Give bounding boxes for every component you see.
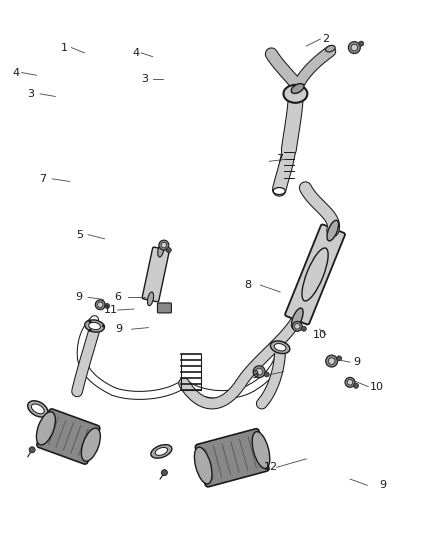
- Circle shape: [161, 243, 166, 248]
- Text: 9: 9: [251, 370, 258, 381]
- Circle shape: [353, 383, 359, 389]
- Text: 9: 9: [353, 357, 360, 367]
- Circle shape: [328, 358, 335, 365]
- Ellipse shape: [291, 84, 304, 93]
- Text: 4: 4: [132, 48, 140, 58]
- Text: 4: 4: [12, 68, 20, 78]
- Circle shape: [256, 368, 262, 375]
- Circle shape: [347, 379, 353, 385]
- Ellipse shape: [252, 432, 270, 469]
- Text: 1: 1: [60, 43, 67, 53]
- Circle shape: [102, 325, 105, 327]
- Text: 6: 6: [114, 292, 121, 302]
- Circle shape: [326, 355, 338, 367]
- Ellipse shape: [151, 445, 172, 458]
- Circle shape: [166, 247, 171, 253]
- FancyBboxPatch shape: [285, 224, 345, 325]
- FancyBboxPatch shape: [157, 303, 171, 313]
- Ellipse shape: [85, 320, 104, 332]
- Text: 9: 9: [115, 324, 122, 334]
- Text: 3: 3: [141, 75, 148, 84]
- Circle shape: [29, 447, 35, 453]
- Circle shape: [159, 240, 169, 250]
- Circle shape: [292, 321, 302, 332]
- Text: 10: 10: [370, 382, 384, 392]
- Ellipse shape: [36, 411, 55, 445]
- Text: 11: 11: [104, 305, 118, 315]
- Ellipse shape: [158, 243, 164, 257]
- Circle shape: [345, 377, 355, 387]
- Ellipse shape: [327, 220, 339, 241]
- Text: 10: 10: [312, 329, 326, 340]
- Circle shape: [295, 324, 300, 329]
- Text: 9: 9: [75, 292, 82, 302]
- Text: 8: 8: [244, 280, 251, 290]
- Ellipse shape: [28, 401, 48, 417]
- Circle shape: [88, 329, 92, 332]
- FancyBboxPatch shape: [195, 429, 269, 487]
- Ellipse shape: [32, 404, 44, 414]
- Circle shape: [264, 372, 269, 377]
- Text: 9: 9: [379, 480, 386, 490]
- FancyBboxPatch shape: [142, 247, 169, 302]
- Ellipse shape: [155, 447, 168, 455]
- Circle shape: [162, 470, 167, 475]
- Circle shape: [351, 44, 358, 51]
- Circle shape: [105, 303, 110, 309]
- Circle shape: [301, 326, 306, 331]
- FancyBboxPatch shape: [37, 409, 100, 464]
- Ellipse shape: [274, 344, 286, 351]
- Text: 5: 5: [76, 230, 83, 240]
- Circle shape: [95, 300, 105, 310]
- Text: 7: 7: [276, 154, 283, 164]
- Ellipse shape: [270, 341, 290, 353]
- Circle shape: [337, 356, 342, 361]
- Text: 12: 12: [264, 462, 278, 472]
- Circle shape: [359, 41, 364, 46]
- Text: 3: 3: [27, 89, 34, 99]
- Ellipse shape: [81, 428, 100, 462]
- Ellipse shape: [194, 447, 212, 484]
- Ellipse shape: [273, 188, 285, 195]
- Circle shape: [88, 320, 92, 323]
- Circle shape: [348, 42, 360, 54]
- Text: 2: 2: [322, 34, 329, 44]
- Ellipse shape: [325, 45, 335, 52]
- Circle shape: [98, 302, 103, 308]
- Ellipse shape: [283, 85, 307, 103]
- Ellipse shape: [148, 292, 154, 306]
- Text: 7: 7: [39, 174, 46, 184]
- Circle shape: [253, 366, 265, 378]
- Ellipse shape: [88, 322, 100, 329]
- Ellipse shape: [292, 308, 303, 329]
